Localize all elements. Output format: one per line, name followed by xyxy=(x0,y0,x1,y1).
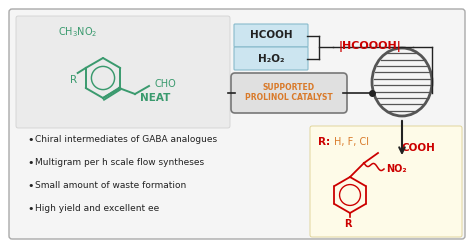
Text: Chiral intermediates of GABA analogues: Chiral intermediates of GABA analogues xyxy=(35,135,217,144)
Text: COOH: COOH xyxy=(402,143,436,153)
Text: CHO: CHO xyxy=(155,79,177,89)
Text: NEAT: NEAT xyxy=(140,93,170,103)
Text: High yield and excellent ee: High yield and excellent ee xyxy=(35,204,159,213)
Text: R: R xyxy=(344,219,352,229)
FancyBboxPatch shape xyxy=(234,47,308,70)
Text: H, F, Cl: H, F, Cl xyxy=(334,137,369,147)
Text: Small amount of waste formation: Small amount of waste formation xyxy=(35,181,186,190)
Text: |HCOOOH|: |HCOOOH| xyxy=(338,40,401,52)
Text: CH$_3$NO$_2$: CH$_3$NO$_2$ xyxy=(58,25,98,39)
Text: •: • xyxy=(27,204,34,214)
Text: PROLINOL CATALYST: PROLINOL CATALYST xyxy=(245,93,333,102)
FancyBboxPatch shape xyxy=(16,16,230,128)
Text: R:: R: xyxy=(318,137,330,147)
Text: •: • xyxy=(27,135,34,145)
Text: H₂O₂: H₂O₂ xyxy=(258,54,284,63)
Text: •: • xyxy=(27,158,34,168)
Text: Multigram per h scale flow syntheses: Multigram per h scale flow syntheses xyxy=(35,158,204,167)
FancyBboxPatch shape xyxy=(234,24,308,47)
Text: R: R xyxy=(70,75,77,85)
FancyBboxPatch shape xyxy=(231,73,347,113)
Text: •: • xyxy=(27,181,34,191)
Text: HCOOH: HCOOH xyxy=(250,31,292,40)
FancyBboxPatch shape xyxy=(9,9,465,239)
FancyBboxPatch shape xyxy=(310,126,462,237)
Text: NO₂: NO₂ xyxy=(386,164,407,174)
Text: SUPPORTED: SUPPORTED xyxy=(263,84,315,93)
